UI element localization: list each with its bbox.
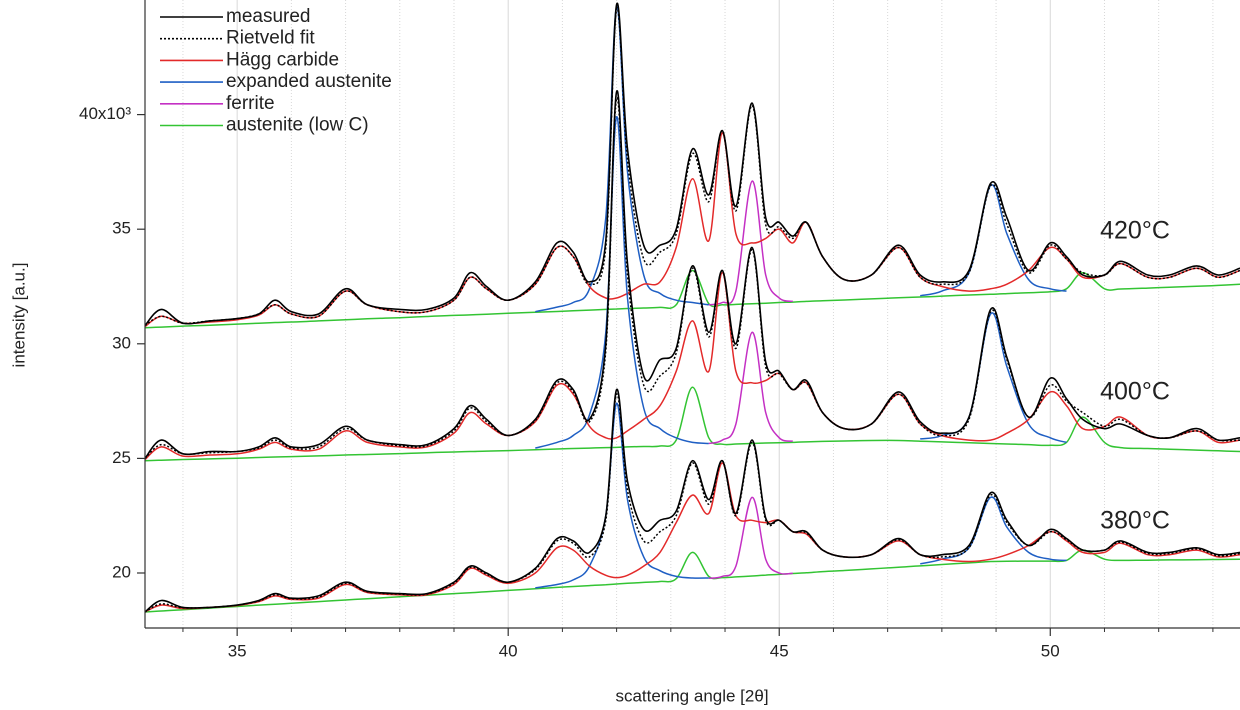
x-tick-label: 40: [499, 641, 518, 660]
series-line: [145, 386, 1240, 462]
legend-label: expanded austenite: [226, 71, 392, 92]
y-tick-label: 25: [112, 448, 131, 467]
series-line: [145, 132, 1240, 328]
axes: [137, 0, 1240, 636]
grid: [182, 0, 1214, 628]
panel-label: 420°C: [1100, 217, 1170, 245]
series-line: [708, 331, 793, 445]
y-axis-title: intensity [a.u.]: [9, 263, 28, 368]
series-line: [708, 180, 793, 306]
legend-label: Rietveld fit: [226, 28, 315, 49]
series-line: [535, 402, 1067, 589]
series-line: [145, 90, 1240, 459]
plot-area: [145, 2, 1240, 613]
y-tick-label: 35: [112, 219, 131, 238]
legend-label: measured: [226, 6, 311, 27]
x-tick-label: 50: [1041, 641, 1060, 660]
y-tick-label: 40x10³: [79, 104, 131, 123]
series-line: [145, 549, 1240, 613]
panel-label: 380°C: [1100, 507, 1170, 535]
series-line: [535, 116, 1067, 449]
series-line: [145, 388, 1240, 613]
legend-label: Hägg carbide: [226, 49, 339, 70]
x-axis-title: scattering angle [2θ]: [615, 686, 768, 705]
x-tick-label: 35: [228, 641, 247, 660]
series-line: [535, 6, 1067, 313]
legend-label: austenite (low C): [226, 115, 369, 136]
series-line: [708, 496, 793, 580]
panel-label: 400°C: [1100, 378, 1170, 406]
x-tick-label: 45: [770, 641, 789, 660]
series-line: [145, 269, 1240, 329]
series-line: [145, 2, 1240, 327]
series-line: [145, 271, 1240, 461]
legend-label: ferrite: [226, 93, 275, 114]
y-tick-label: 20: [112, 562, 131, 581]
series-line: [145, 462, 1240, 613]
y-tick-label: 30: [112, 333, 131, 352]
